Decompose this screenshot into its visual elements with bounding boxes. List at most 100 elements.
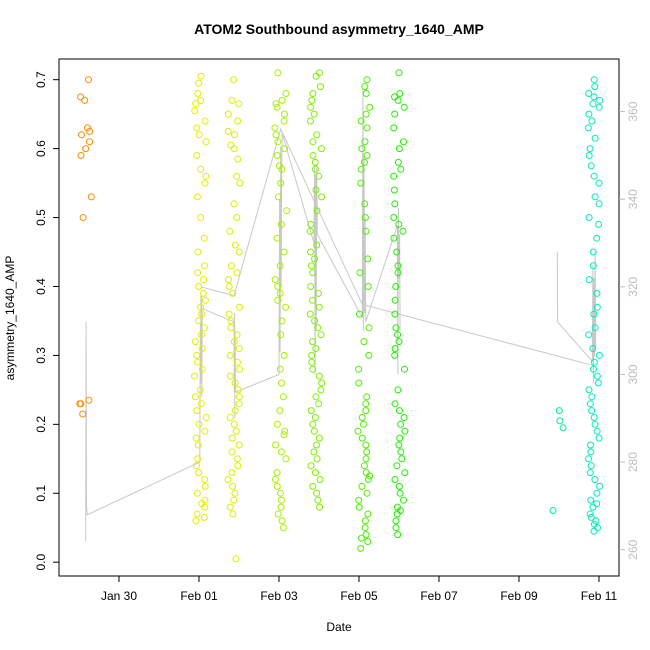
data-point bbox=[318, 145, 325, 153]
data-point bbox=[308, 96, 316, 104]
data-point bbox=[309, 152, 317, 159]
data-point bbox=[308, 358, 316, 366]
data-point bbox=[317, 331, 325, 339]
data-point bbox=[276, 407, 284, 415]
data-point bbox=[77, 152, 85, 159]
data-point bbox=[591, 420, 599, 428]
data-point bbox=[390, 124, 398, 132]
data-point bbox=[281, 427, 289, 435]
data-point bbox=[235, 400, 243, 408]
data-point bbox=[201, 117, 209, 125]
data-point bbox=[358, 414, 366, 421]
data-point bbox=[224, 127, 232, 135]
data-point bbox=[357, 117, 365, 125]
data-point bbox=[224, 110, 232, 118]
data-point bbox=[366, 103, 374, 111]
data-point bbox=[87, 193, 95, 201]
data-point bbox=[362, 90, 370, 97]
data-point bbox=[363, 489, 371, 497]
data-point bbox=[86, 138, 93, 146]
data-point bbox=[235, 100, 243, 108]
data-point bbox=[585, 386, 593, 394]
data-point bbox=[234, 462, 242, 470]
data-point bbox=[588, 117, 596, 125]
data-point bbox=[593, 427, 601, 435]
data-point bbox=[274, 138, 282, 146]
data-point bbox=[354, 427, 362, 435]
data-point bbox=[234, 386, 242, 394]
data-point bbox=[360, 158, 368, 166]
data-point bbox=[197, 96, 205, 104]
data-point bbox=[398, 455, 406, 463]
data-point bbox=[586, 469, 594, 477]
data-point bbox=[227, 324, 235, 332]
secondary-line-2 bbox=[200, 127, 595, 367]
data-point bbox=[201, 427, 209, 435]
data-point bbox=[193, 462, 200, 470]
data-point bbox=[364, 510, 372, 518]
data-point bbox=[309, 365, 317, 373]
data-point bbox=[588, 407, 596, 415]
data-point bbox=[311, 317, 319, 325]
data-point bbox=[392, 283, 400, 290]
data-point bbox=[394, 386, 402, 394]
data-point bbox=[364, 283, 372, 290]
data-point bbox=[200, 324, 208, 332]
data-point bbox=[593, 372, 601, 380]
y-axis-label: asymmetry_1640_AMP bbox=[3, 256, 17, 381]
data-point bbox=[233, 331, 241, 339]
data-point bbox=[228, 448, 236, 456]
data-point bbox=[355, 496, 363, 504]
x-tick-label: Feb 07 bbox=[420, 589, 458, 603]
data-point bbox=[230, 145, 238, 153]
data-point bbox=[596, 96, 604, 104]
data-point bbox=[313, 489, 321, 497]
chart-title: ATOM2 Southbound asymmetry_1640_AMP bbox=[194, 21, 484, 37]
data-point bbox=[400, 414, 408, 421]
data-point bbox=[361, 214, 369, 221]
data-point bbox=[273, 152, 281, 159]
data-point bbox=[201, 503, 209, 511]
data-point bbox=[361, 524, 369, 532]
data-point bbox=[307, 462, 315, 470]
data-point bbox=[198, 365, 206, 373]
data-point bbox=[231, 407, 239, 415]
data-point bbox=[194, 193, 201, 201]
x-tick-label: Feb 05 bbox=[340, 589, 378, 603]
x-tick-label: Feb 11 bbox=[581, 589, 618, 603]
data-point bbox=[202, 172, 210, 180]
y-tick-label: 0.4 bbox=[34, 278, 48, 295]
data-point bbox=[192, 434, 200, 442]
data-point bbox=[198, 310, 206, 318]
data-point bbox=[595, 200, 603, 208]
data-point bbox=[396, 489, 404, 497]
data-points bbox=[76, 69, 604, 563]
data-point bbox=[226, 351, 234, 359]
data-point bbox=[230, 76, 237, 84]
data-point bbox=[193, 489, 201, 497]
secondary-line-0 bbox=[85, 89, 401, 541]
data-point bbox=[308, 351, 316, 359]
data-point bbox=[393, 462, 401, 470]
data-point bbox=[230, 200, 238, 208]
data-point bbox=[276, 262, 284, 270]
data-point bbox=[393, 248, 401, 256]
data-point bbox=[395, 220, 403, 228]
data-point bbox=[318, 379, 326, 387]
data-point bbox=[587, 513, 595, 521]
data-point bbox=[279, 524, 287, 532]
data-point bbox=[358, 434, 366, 442]
data-point bbox=[233, 214, 241, 221]
data-point bbox=[310, 427, 318, 435]
data-point bbox=[195, 283, 203, 290]
data-point bbox=[233, 269, 241, 277]
y2-tick-label: 280 bbox=[626, 452, 640, 472]
data-point bbox=[365, 351, 373, 359]
y2-tick-label: 340 bbox=[626, 189, 640, 209]
data-point bbox=[591, 193, 599, 201]
data-point bbox=[228, 434, 236, 442]
data-point bbox=[307, 117, 314, 125]
data-point bbox=[201, 496, 209, 504]
data-point bbox=[595, 220, 603, 228]
data-point bbox=[201, 179, 209, 187]
